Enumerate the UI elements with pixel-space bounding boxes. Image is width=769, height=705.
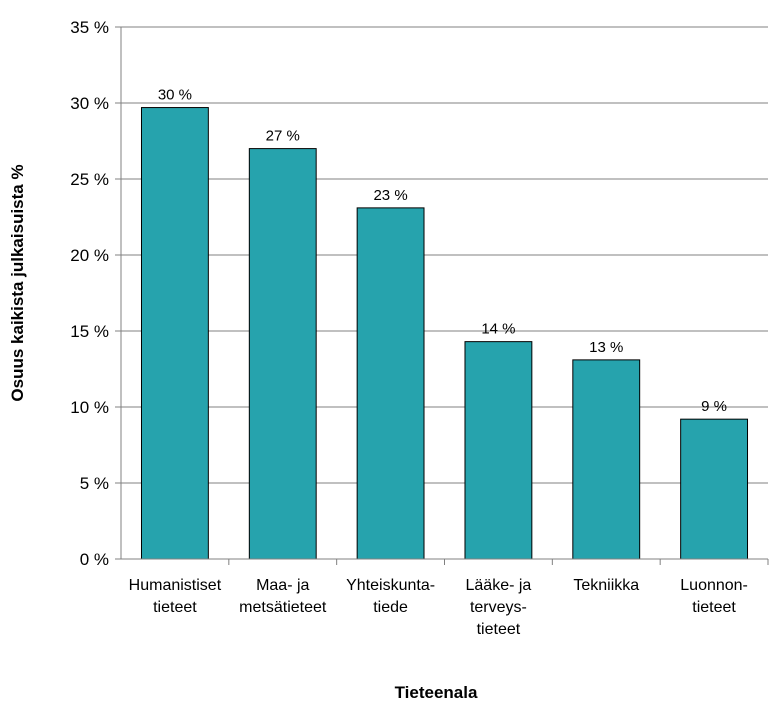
data-label: 9 % (701, 398, 727, 415)
gridlines (121, 26, 768, 484)
y-tick-label: 25 % (70, 170, 109, 189)
data-label: 23 % (373, 187, 407, 204)
x-tick-label: Luonnon-tieteet (680, 577, 748, 616)
bar (680, 418, 749, 560)
y-tick-label: 20 % (70, 246, 109, 265)
data-label: 13 % (589, 339, 623, 356)
bars (140, 107, 749, 560)
bar (248, 148, 317, 560)
y-tick-labels: 0 % 5 % 10 % 15 % 20 % 25 % 30 % 35 % (70, 18, 109, 569)
bar (140, 107, 209, 560)
x-tick-label: Yhteiskunta-tiede (346, 577, 435, 616)
data-label: 27 % (266, 128, 300, 145)
bar (356, 207, 425, 560)
data-label: 30 % (158, 87, 192, 104)
x-tick-label: Lääke- ja terveys-tieteet (466, 577, 532, 638)
y-tick-label: 15 % (70, 322, 109, 341)
y-tick-label: 10 % (70, 398, 109, 417)
x-tick-label: Humanistiset tieteet (129, 577, 222, 616)
bar (464, 341, 533, 560)
y-tick-label: 35 % (70, 18, 109, 37)
x-tick-labels: Humanistiset tieteet Maa- ja metsätieteet Yh… (129, 577, 748, 638)
x-axis-title: Tieteenala (395, 683, 478, 702)
data-labels: 30 % 27 % 23 % 14 % 13 % 9 % (158, 87, 727, 416)
data-label: 14 % (481, 321, 515, 338)
y-tick-label: 5 % (80, 474, 109, 493)
bar (572, 359, 641, 560)
x-tick-label: Tekniikka (573, 577, 639, 594)
y-tick-label: 30 % (70, 94, 109, 113)
x-tick-label: Maa- ja metsätieteet (239, 577, 327, 616)
y-tick-label: 0 % (80, 550, 109, 569)
y-axis-title: Osuus kaikista julkaisuista % (8, 164, 27, 401)
axes (115, 26, 769, 565)
